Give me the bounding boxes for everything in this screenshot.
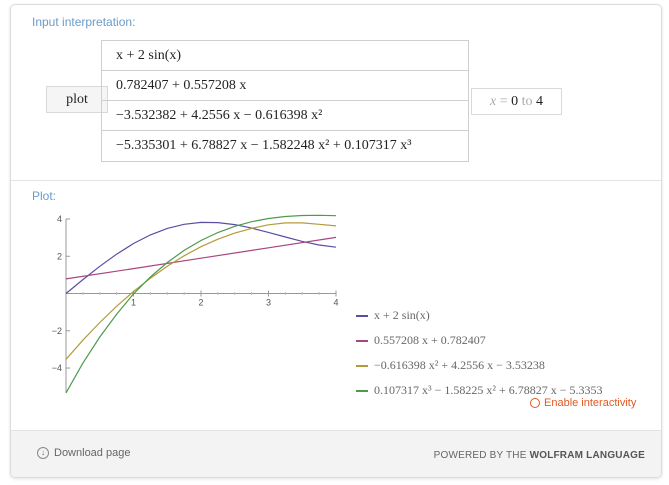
x-tick-label-2: 2 (198, 298, 203, 308)
legend-label-1: x + 2 sin(x) (374, 308, 430, 322)
legend-item-1: x + 2 sin(x) (356, 303, 656, 328)
legend-swatch-4 (356, 389, 368, 392)
range-from: 0 (511, 93, 519, 109)
legend-swatch-1 (356, 314, 368, 317)
y-tick-label-1: 4 (57, 214, 62, 224)
series-line-1 (65, 221, 337, 294)
y-tick-label-2: 2 (57, 251, 62, 261)
series-line-3 (65, 222, 337, 360)
download-label: Download page (54, 447, 131, 459)
legend-label-3: −0.616398 x² + 4.2556 x − 3.53238 (374, 358, 545, 372)
enable-interactivity-link[interactable]: Enable interactivity (530, 397, 636, 409)
range-to: 4 (536, 93, 543, 109)
plot-command-label: plot (46, 86, 108, 113)
powered-by: POWERED BY THE WOLFRAM LANGUAGE (434, 450, 645, 461)
y-tick-label-4: −4 (52, 363, 62, 373)
legend-item-2: 0.557208 x + 0.782407 (356, 328, 656, 353)
download-icon: ↓ (37, 447, 49, 459)
interactivity-icon (530, 398, 540, 408)
y-tick-label-3: −2 (52, 326, 62, 336)
footer: ↓ Download page POWERED BY THE WOLFRAM L… (11, 430, 661, 477)
function-row-3: −3.532382 + 4.2556 x − 0.616398 x² (102, 101, 468, 131)
enable-interactivity-label: Enable interactivity (544, 397, 637, 409)
plot-title: Plot: (32, 189, 57, 203)
function-row-1: x + 2 sin(x) (102, 41, 468, 71)
input-interpretation-title: Input interpretation: (32, 15, 136, 29)
powered-prefix: POWERED BY THE (433, 450, 530, 461)
legend-swatch-3 (356, 364, 368, 367)
x-tick-label-3: 3 (266, 298, 271, 308)
legend-item-3: −0.616398 x² + 4.2556 x − 3.53238 (356, 353, 656, 378)
result-card: Input interpretation: plot x + 2 sin(x) … (10, 4, 662, 478)
legend-label-2: 0.557208 x + 0.782407 (374, 333, 486, 347)
download-page-link[interactable]: ↓ Download page (37, 447, 130, 459)
powered-brand: WOLFRAM LANGUAGE (529, 450, 645, 461)
legend-item-4: 0.107317 x³ − 1.58225 x² + 6.78827 x − 5… (356, 378, 656, 403)
pod-divider (11, 180, 661, 181)
x-tick-label-1: 1 (131, 298, 136, 308)
x-tick-label-4: 4 (333, 298, 338, 308)
function-row-2: 0.782407 + 0.557208 x (102, 71, 468, 101)
series-line-2 (65, 236, 337, 280)
function-row-4: −5.335301 + 6.78827 x − 1.582248 x² + 0.… (116, 138, 412, 153)
legend-swatch-2 (356, 339, 368, 342)
plot-legend: x + 2 sin(x) 0.557208 x + 0.782407 −0.61… (356, 303, 656, 403)
series-line-4 (65, 214, 337, 394)
range-to-word: to (521, 93, 533, 109)
legend-label-4: 0.107317 x³ − 1.58225 x² + 6.78827 x − 5… (374, 383, 603, 397)
function-list: x + 2 sin(x) 0.782407 + 0.557208 x −3.53… (101, 40, 469, 162)
plot-chart[interactable]: 1 2 3 4 4 2 −2 −4 (31, 211, 339, 401)
range-box: x = 0 to 4 (471, 88, 562, 115)
range-variable: x (489, 93, 497, 109)
